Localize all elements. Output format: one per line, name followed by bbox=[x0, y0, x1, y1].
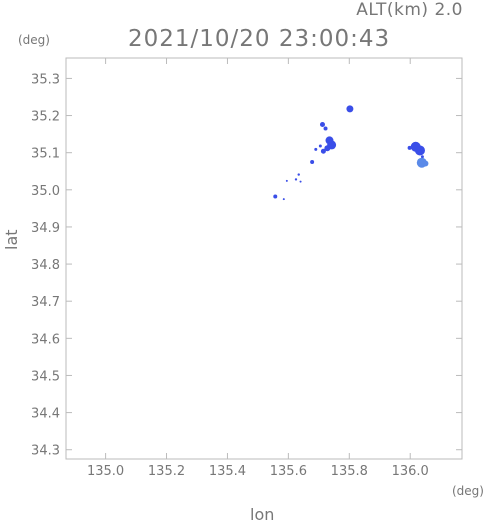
x-ticks: 135.0 135.2 135.4 135.6 135.8 136.0 bbox=[87, 58, 429, 479]
data-point bbox=[285, 179, 288, 182]
data-point bbox=[318, 144, 322, 148]
chart-title-datetime: 2021/10/20 23:00:43 bbox=[128, 26, 391, 52]
data-point bbox=[299, 180, 302, 183]
data-point bbox=[273, 194, 278, 199]
y-tick-label: 35.2 bbox=[31, 110, 60, 125]
y-tick-label: 34.7 bbox=[31, 295, 60, 310]
y-tick-label: 34.6 bbox=[31, 332, 60, 347]
altitude-label: ALT(km) 2.0 bbox=[356, 0, 463, 20]
y-tick-label: 34.3 bbox=[31, 444, 60, 459]
data-point bbox=[310, 159, 315, 164]
x-tick-label: 135.4 bbox=[209, 464, 246, 479]
x-tick-label: 135.6 bbox=[270, 464, 307, 479]
y-tick-label: 34.4 bbox=[31, 407, 60, 422]
x-unit-label: (deg) bbox=[452, 484, 484, 498]
data-point bbox=[282, 198, 285, 201]
x-tick-label: 136.0 bbox=[392, 464, 429, 479]
data-point bbox=[319, 121, 325, 127]
data-point bbox=[294, 178, 298, 181]
data-point bbox=[420, 155, 424, 159]
y-tick-label: 35.1 bbox=[31, 147, 60, 162]
plot-frame bbox=[65, 57, 463, 460]
y-tick-label: 34.5 bbox=[31, 369, 60, 384]
y-tick-label: 34.9 bbox=[31, 221, 60, 236]
x-tick-label: 135.8 bbox=[331, 464, 368, 479]
y-tick-label: 35.0 bbox=[31, 184, 60, 199]
data-point bbox=[414, 145, 425, 156]
data-points bbox=[273, 105, 429, 201]
data-point bbox=[422, 160, 429, 167]
x-tick-label: 135.0 bbox=[87, 464, 124, 479]
x-axis-label: lon bbox=[250, 505, 275, 524]
x-tick-label: 135.2 bbox=[148, 464, 185, 479]
data-point bbox=[323, 126, 328, 131]
data-point bbox=[407, 145, 412, 150]
y-unit-label: (deg) bbox=[18, 33, 50, 47]
y-tick-label: 34.8 bbox=[31, 258, 60, 273]
data-point bbox=[314, 147, 318, 151]
data-point bbox=[346, 105, 354, 113]
y-ticks: 34.3 34.4 34.5 34.6 34.7 34.8 34.9 35.0 35.1 35.2… bbox=[31, 72, 462, 459]
data-point bbox=[297, 173, 300, 176]
y-tick-label: 35.3 bbox=[31, 72, 60, 87]
data-point bbox=[320, 148, 326, 154]
data-point bbox=[324, 145, 331, 152]
